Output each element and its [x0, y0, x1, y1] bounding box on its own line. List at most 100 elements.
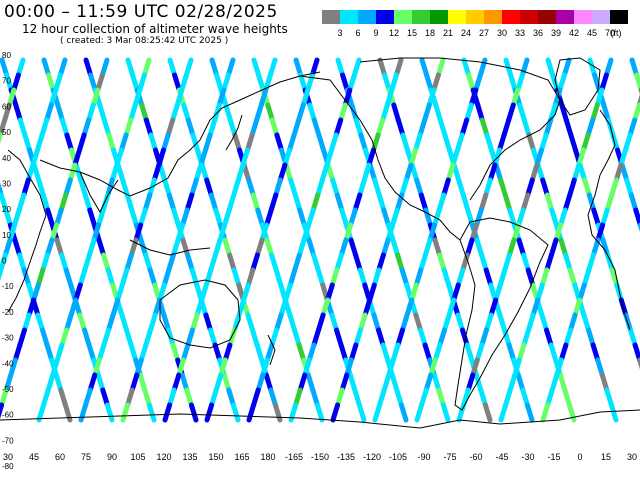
- longitude-label: 165: [234, 452, 249, 462]
- legend-label: 18: [425, 28, 435, 38]
- track-segment: [254, 102, 264, 123]
- track-segment: [419, 387, 429, 408]
- track-segment: [256, 72, 266, 93]
- track-segment: [55, 102, 65, 123]
- track-segment: [133, 222, 144, 243]
- track-segment: [278, 297, 289, 318]
- track-segment: [380, 102, 390, 123]
- track-segment: [474, 237, 485, 258]
- track-segment: [35, 267, 46, 288]
- track-segment: [30, 147, 40, 168]
- track-segment: [526, 312, 536, 333]
- track-segment: [213, 207, 223, 228]
- track-segment: [95, 372, 106, 393]
- track-segment: [255, 372, 266, 393]
- track-segment: [225, 57, 236, 78]
- latitude-label: 30: [2, 179, 11, 188]
- track-segment: [450, 147, 460, 168]
- coastline-indonesia: [129, 239, 211, 256]
- track-segment: [137, 72, 147, 93]
- track-segment: [544, 192, 555, 213]
- track-segment: [548, 102, 558, 123]
- track-segment: [148, 312, 158, 333]
- latitude-label: 10: [2, 231, 11, 240]
- track-segment: [106, 312, 116, 333]
- track-segment: [199, 282, 209, 303]
- track-segment: [296, 102, 306, 123]
- track-segment: [372, 402, 383, 423]
- track-segment: [585, 117, 596, 138]
- track-segment: [54, 342, 65, 363]
- longitude-label: -45: [495, 452, 508, 462]
- longitude-label: 75: [81, 452, 91, 462]
- track-segment: [77, 312, 87, 333]
- track-segment: [166, 192, 177, 213]
- track-segment: [535, 282, 545, 303]
- track-segment: [375, 117, 386, 138]
- track-segment: [506, 237, 517, 258]
- track-segment: [539, 312, 549, 333]
- track-segment: [338, 342, 349, 363]
- track-segment: [40, 252, 50, 273]
- track-segment: [539, 267, 550, 288]
- track-segment: [264, 237, 275, 258]
- track-segment: [180, 342, 191, 363]
- longitude-label: 15: [601, 452, 611, 462]
- track-segment: [143, 252, 153, 273]
- track-segment: [86, 342, 97, 363]
- track-segment: [21, 267, 32, 288]
- track-segment: [347, 372, 358, 393]
- track-segment: [283, 282, 293, 303]
- track-segment: [119, 132, 129, 153]
- track-segment: [11, 72, 21, 93]
- track-segment: [435, 57, 446, 78]
- track-segment: [35, 132, 45, 153]
- track-segment: [381, 372, 392, 393]
- track-segment: [309, 57, 320, 78]
- track-segment: [493, 162, 504, 183]
- track-segment: [431, 72, 441, 93]
- track-segment: [171, 207, 181, 228]
- track-segment: [283, 162, 294, 183]
- track-segment: [367, 162, 378, 183]
- track-segment: [548, 342, 559, 363]
- track-segment: [581, 267, 592, 288]
- track-segment: [634, 72, 640, 93]
- track-segment: [576, 147, 586, 168]
- track-segment: [451, 162, 462, 183]
- track-segment: [189, 267, 200, 288]
- track-segment: [600, 237, 611, 258]
- track-segment: [552, 87, 563, 108]
- track-segment: [329, 312, 339, 333]
- track-segment: [577, 282, 587, 303]
- track-segment: [529, 162, 540, 183]
- track-segment: [524, 402, 535, 423]
- track-segment: [101, 252, 111, 273]
- track-segment: [353, 117, 364, 138]
- track-segment: [479, 252, 489, 273]
- track-segment: [128, 342, 139, 363]
- track-segment: [563, 327, 573, 348]
- track-segment: [484, 132, 494, 153]
- track-segment: [461, 57, 472, 78]
- track-segment: [214, 72, 224, 93]
- track-segment: [105, 267, 116, 288]
- track-segment: [594, 87, 605, 108]
- longitude-label: -15: [547, 452, 560, 462]
- track-segment: [398, 402, 409, 423]
- track-segment: [26, 297, 37, 318]
- track-segment: [125, 57, 136, 78]
- track-segment: [142, 387, 152, 408]
- track-segment: [125, 387, 135, 408]
- track-segment: [512, 357, 522, 378]
- track-segment: [413, 312, 423, 333]
- track-segment: [296, 342, 307, 363]
- track-segment: [255, 207, 265, 228]
- track-segment: [624, 177, 634, 198]
- track-segment: [324, 147, 334, 168]
- track-segment: [254, 237, 265, 258]
- latitude-label: -30: [2, 334, 14, 343]
- track-segment: [377, 387, 387, 408]
- track-segment: [265, 102, 275, 123]
- track-segment: [183, 57, 194, 78]
